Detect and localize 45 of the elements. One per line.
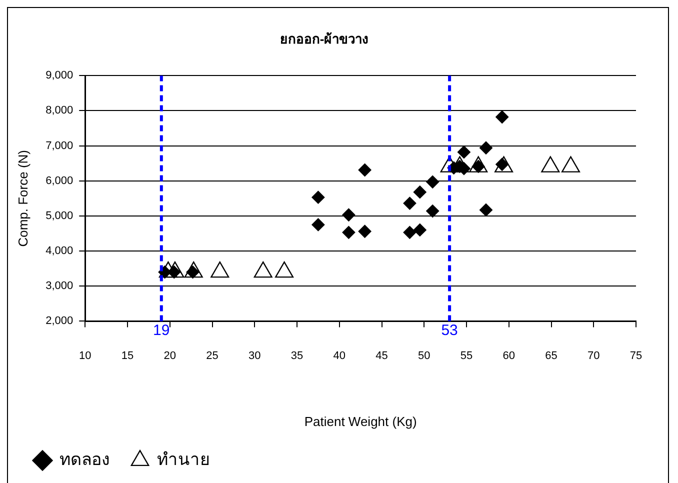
x-axis-title: Patient Weight (Kg) <box>304 414 417 429</box>
x-tick-label: 40 <box>333 350 346 362</box>
chart-title: ยกออก-ผ้าขวาง <box>280 31 368 46</box>
y-tick-label: 8,000 <box>46 104 74 117</box>
point <box>479 203 492 216</box>
x-tick-label: 75 <box>630 350 642 362</box>
y-tick-label: 6,000 <box>46 174 74 187</box>
y-tick-label: 9,000 <box>46 70 74 82</box>
x-tick-label: 25 <box>206 350 218 362</box>
legend-label: ทดลอง <box>60 450 110 470</box>
ref-line-label: 53 <box>441 322 458 339</box>
x-tick-label: 50 <box>418 350 430 362</box>
x-tick-label: 35 <box>290 350 304 362</box>
x-tick-label: 30 <box>248 350 261 362</box>
point <box>403 196 416 210</box>
point <box>312 190 325 204</box>
point <box>403 226 416 239</box>
point <box>426 204 440 218</box>
legend-label: ทำนาย <box>157 450 210 470</box>
y-tick-label: 2,000 <box>46 315 74 328</box>
x-tick-label: 65 <box>545 350 558 362</box>
y-tick-label: 4,000 <box>46 245 74 258</box>
point <box>413 223 426 236</box>
x-tick-label: 60 <box>502 350 515 362</box>
point <box>358 224 372 238</box>
x-tick-label: 70 <box>588 350 600 362</box>
point <box>457 146 470 159</box>
y-tick-label: 7,000 <box>46 140 74 152</box>
x-tick-label: 20 <box>164 350 176 362</box>
point <box>358 163 372 176</box>
point <box>426 175 440 188</box>
x-tick-label: 10 <box>79 350 92 362</box>
x-tick-label: 55 <box>460 350 473 362</box>
point <box>479 141 492 154</box>
y-tick-label: 5,000 <box>46 210 74 222</box>
ref-line-label: 19 <box>153 322 170 339</box>
x-tick-label: 15 <box>121 350 134 362</box>
point <box>342 208 356 222</box>
point <box>413 186 426 199</box>
point <box>496 110 509 124</box>
y-tick-label: 3,000 <box>46 280 74 292</box>
y-axis-title: Comp. Force (N) <box>15 150 30 247</box>
x-tick-label: 45 <box>376 350 388 362</box>
point <box>342 226 356 239</box>
point <box>312 218 325 232</box>
